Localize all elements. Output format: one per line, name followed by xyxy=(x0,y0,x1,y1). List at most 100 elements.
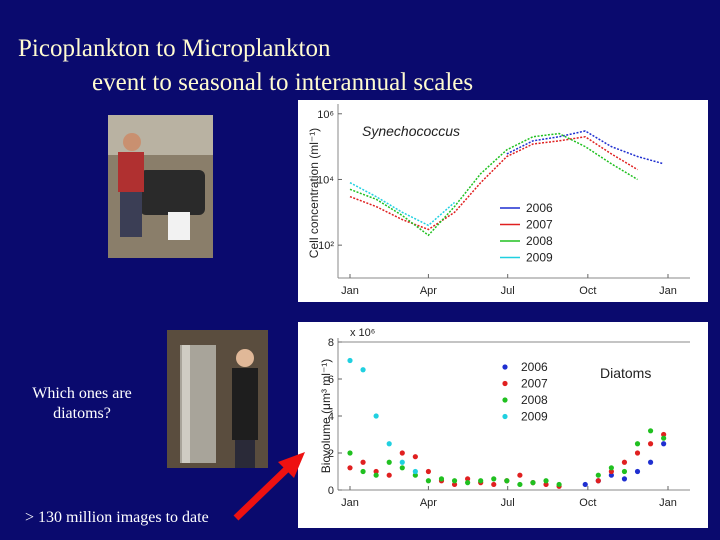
data-point xyxy=(347,357,353,364)
legend-label: 2008 xyxy=(526,234,553,248)
series-line xyxy=(349,181,456,227)
data-point xyxy=(621,459,628,465)
question: diatoms? xyxy=(53,405,111,422)
data-point xyxy=(399,465,405,471)
series-line xyxy=(349,132,638,237)
data-point xyxy=(621,468,628,475)
y-tick-label: 10⁶ xyxy=(317,109,334,121)
chart-panel xyxy=(298,322,708,528)
x-tick-label: Apr xyxy=(420,285,437,297)
data-point xyxy=(438,476,445,482)
y-tick-label: 6 xyxy=(328,374,334,386)
data-point xyxy=(451,481,458,488)
data-point xyxy=(399,450,405,456)
question: Which ones are xyxy=(32,385,132,402)
data-point xyxy=(661,435,667,441)
y-tick-label: 10² xyxy=(318,240,334,252)
data-point xyxy=(360,468,366,475)
x-tick-label: Jul xyxy=(501,285,515,297)
data-point xyxy=(491,481,497,488)
legend-label: 2008 xyxy=(521,393,548,407)
data-point xyxy=(634,450,641,456)
data-point xyxy=(412,454,418,460)
x-tick-label: Jul xyxy=(501,497,515,509)
data-point xyxy=(491,476,497,482)
legend-label: 2006 xyxy=(526,201,553,215)
data-point xyxy=(608,468,614,475)
data-point xyxy=(517,472,523,478)
data-point xyxy=(451,478,458,484)
y-tick-label: 0 xyxy=(328,485,334,497)
legend-label: 2009 xyxy=(521,410,548,424)
y-axis-label: Cell concentration (ml⁻¹) xyxy=(307,128,321,258)
data-point xyxy=(412,472,418,478)
data-point xyxy=(621,476,628,482)
y-tick-label: 2 xyxy=(328,448,334,460)
y-tick-label: 8 xyxy=(328,337,334,349)
data-point xyxy=(412,468,418,475)
data-point xyxy=(373,468,379,475)
annotation: Diatoms xyxy=(600,365,651,381)
y-axis-label: Biovolume (μm³ ml⁻¹) xyxy=(319,359,333,474)
series-line xyxy=(506,130,664,165)
legend-swatch xyxy=(502,364,508,370)
y-tick-label: 4 xyxy=(328,411,334,423)
data-point xyxy=(425,468,432,475)
data-point xyxy=(347,465,353,471)
title: event to seasonal to interannual scales xyxy=(92,69,473,96)
photo xyxy=(108,115,213,258)
data-point xyxy=(373,472,379,478)
x-tick-label: Oct xyxy=(579,497,596,509)
data-point xyxy=(360,459,366,465)
data-point xyxy=(399,459,405,465)
legend-swatch xyxy=(502,413,508,420)
data-point xyxy=(373,413,379,419)
legend-label: 2006 xyxy=(521,360,548,374)
data-point xyxy=(478,478,484,484)
data-point xyxy=(465,476,471,482)
footer: > 130 million images to date xyxy=(25,509,209,526)
data-point xyxy=(504,478,510,484)
data-point xyxy=(386,441,392,447)
legend-label: 2007 xyxy=(526,218,553,232)
data-point xyxy=(661,441,667,447)
annotation: Synechococcus xyxy=(362,123,460,139)
data-point xyxy=(360,367,366,373)
photo xyxy=(167,330,268,468)
data-point xyxy=(530,480,536,486)
data-point xyxy=(661,431,667,438)
x-tick-label: Jan xyxy=(659,497,677,509)
data-point xyxy=(543,478,549,484)
data-point xyxy=(634,441,641,447)
data-point xyxy=(386,459,392,465)
y-tick-label: 10⁴ xyxy=(317,174,334,186)
data-point xyxy=(465,480,471,486)
data-point xyxy=(425,478,432,484)
data-point xyxy=(647,459,654,465)
y-multiplier: x 10⁶ xyxy=(350,327,375,339)
data-point xyxy=(595,478,601,484)
legend-label: 2009 xyxy=(526,251,553,265)
legend-swatch xyxy=(502,397,508,403)
x-tick-label: Jan xyxy=(341,285,359,297)
data-point xyxy=(647,441,654,447)
data-point xyxy=(595,472,601,478)
data-point xyxy=(634,468,641,475)
legend-label: 2007 xyxy=(521,377,548,391)
data-point xyxy=(608,472,614,478)
data-point xyxy=(517,481,523,488)
x-tick-label: Oct xyxy=(579,285,596,297)
data-point xyxy=(556,481,562,488)
chart-panel xyxy=(298,100,708,302)
legend-swatch xyxy=(502,380,508,387)
data-point xyxy=(647,428,654,434)
data-point xyxy=(582,481,588,488)
x-tick-label: Jan xyxy=(341,497,359,509)
x-tick-label: Jan xyxy=(659,285,677,297)
data-point xyxy=(347,450,353,456)
title: Picoplankton to Microplankton xyxy=(18,35,331,62)
data-point xyxy=(386,472,392,478)
x-tick-label: Apr xyxy=(420,497,437,509)
arrow xyxy=(233,452,305,521)
